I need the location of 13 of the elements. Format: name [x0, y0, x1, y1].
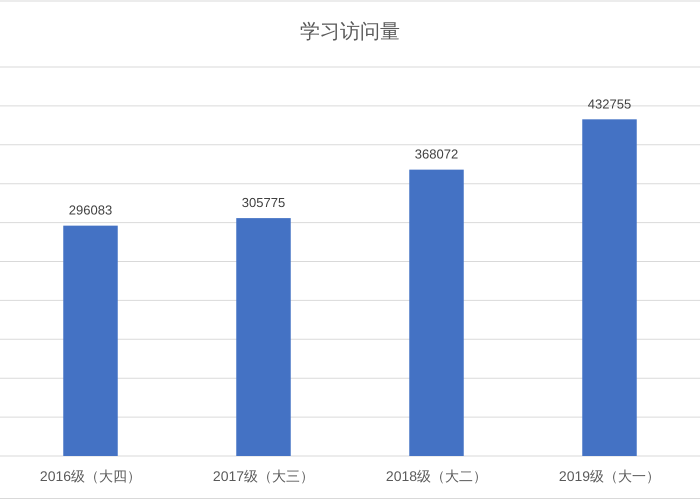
data-label: 296083	[68, 202, 112, 218]
data-label: 432755	[588, 96, 632, 112]
x-tick-label: 2018级（大二）	[386, 468, 488, 484]
x-tick-label: 2016级（大四）	[40, 468, 142, 484]
bar	[409, 170, 464, 456]
data-label: 368072	[414, 146, 458, 162]
bar	[236, 218, 291, 456]
data-label: 305775	[242, 195, 286, 210]
x-tick-label: 2017级（大三）	[212, 468, 314, 484]
bar	[582, 119, 637, 456]
bar	[63, 226, 118, 456]
x-tick-label: 2019级（大一）	[558, 468, 660, 484]
chart-title: 学习访问量	[300, 21, 400, 43]
